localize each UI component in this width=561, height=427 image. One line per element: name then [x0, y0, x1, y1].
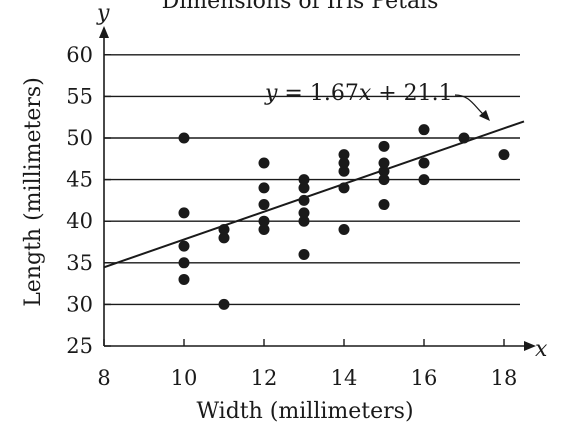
x-tick-label-18: 18 [491, 366, 518, 390]
x-tick-label-10: 10 [171, 366, 198, 390]
regression-line [103, 120, 525, 269]
x-axis-letter: x [535, 337, 548, 362]
x-tick-label-14: 14 [331, 366, 358, 390]
equation-part-3: + 21.1 [371, 81, 452, 106]
tick-labels: 8 10 12 14 16 18 25 30 35 40 45 50 55 60 [66, 43, 517, 390]
data-point-12 [258, 224, 270, 236]
data-point-30 [418, 157, 430, 169]
y-tick-label-30: 30 [66, 292, 93, 316]
data-point-19 [338, 149, 350, 161]
x-tick-label-16: 16 [411, 366, 438, 390]
data-point-32 [458, 132, 470, 144]
y-tick-label-60: 60 [66, 43, 93, 67]
data-point-14 [298, 182, 310, 194]
data-point-6 [218, 232, 230, 244]
y-axis-label: Length (millimeters) [21, 77, 46, 307]
data-point-3 [178, 257, 190, 269]
data-point-11 [258, 215, 270, 227]
data-point-29 [418, 124, 430, 136]
data-point-18 [298, 248, 310, 260]
x-axis-arrowhead [524, 341, 536, 351]
equation-part-2: x [359, 81, 372, 106]
data-point-20 [338, 157, 350, 169]
data-point-5 [218, 224, 230, 236]
y-axis-letter: y [96, 1, 110, 26]
equation-leader-arrowhead [479, 110, 490, 121]
data-point-28 [378, 199, 390, 211]
y-tick-label-35: 35 [66, 251, 93, 275]
x-tick-label-12: 12 [251, 366, 278, 390]
y-tick-label-25: 25 [66, 334, 93, 358]
x-tick-label-8: 8 [97, 366, 110, 390]
data-point-9 [258, 182, 270, 194]
y-tick-label-55: 55 [66, 84, 93, 108]
data-point-8 [258, 157, 270, 169]
equation-part-0: y [264, 81, 278, 106]
data-points [178, 124, 510, 310]
data-point-0 [178, 132, 190, 144]
data-point-13 [298, 174, 310, 186]
x-axis-label: Width (millimeters) [196, 399, 413, 424]
chart-title: Dimensions of Iris Petals [162, 0, 439, 14]
data-point-7 [218, 298, 230, 310]
data-point-22 [338, 182, 350, 194]
y-tick-label-40: 40 [66, 209, 93, 233]
y-axis-arrowhead [99, 26, 109, 38]
data-point-21 [338, 165, 350, 177]
data-point-4 [178, 273, 190, 285]
regression-equation-label: y = 1.67x + 21.1 [264, 81, 453, 106]
data-point-31 [418, 174, 430, 186]
y-tick-label-45: 45 [66, 168, 93, 192]
data-point-26 [378, 165, 390, 177]
data-point-15 [298, 194, 310, 206]
equation-part-1: = 1.67 [277, 81, 358, 106]
data-point-17 [298, 215, 310, 227]
data-point-24 [378, 140, 390, 152]
data-point-2 [178, 240, 190, 252]
data-point-16 [298, 207, 310, 219]
regression-equation: y = 1.67x + 21.1 [264, 81, 490, 121]
axes [99, 26, 536, 351]
data-point-23 [338, 224, 350, 236]
data-point-1 [178, 207, 190, 219]
data-point-33 [498, 149, 510, 161]
data-point-25 [378, 157, 390, 169]
data-point-10 [258, 199, 270, 211]
y-tick-label-50: 50 [66, 126, 93, 150]
grid-lines [104, 54, 520, 306]
data-point-27 [378, 174, 390, 186]
regression-line-layer [103, 120, 525, 269]
equation-leader-line [454, 94, 486, 117]
